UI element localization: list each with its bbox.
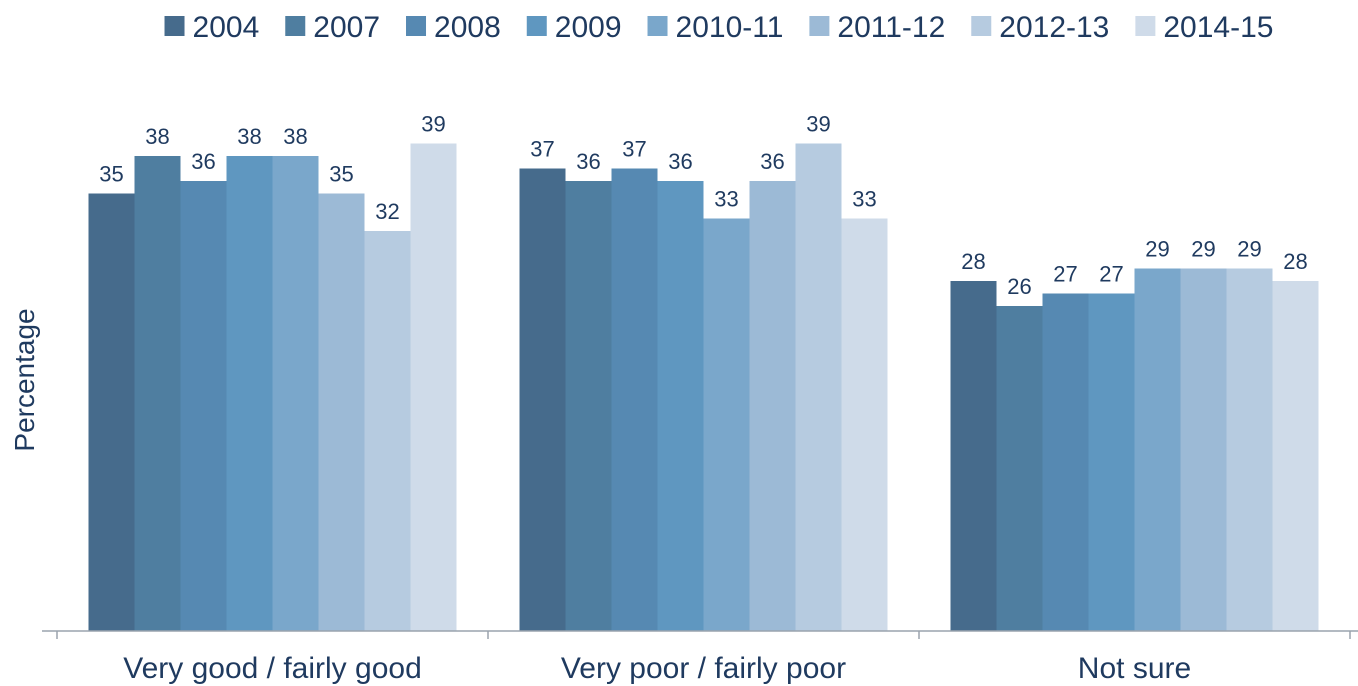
- bar-not-sure-2004: [950, 281, 997, 631]
- value-label-very-poor-fairly-poor-2011-12: 36: [760, 149, 784, 174]
- legend: 2004 2007 2008 2009 2010-11 2011-12 2012-13 201…: [164, 11, 1273, 44]
- bar-very-good-fairly-good-2009: [226, 156, 273, 631]
- value-label-not-sure-2014-15: 28: [1283, 249, 1307, 274]
- legend-label-2007: 2007: [313, 11, 380, 44]
- bar-very-poor-fairly-poor-2012-13: [795, 143, 842, 631]
- value-label-not-sure-2010-11: 29: [1145, 237, 1169, 262]
- bar-very-good-fairly-good-2004: [88, 193, 135, 631]
- value-label-very-good-fairly-good-2014-15: 39: [421, 112, 445, 137]
- value-label-very-good-fairly-good-2004: 35: [99, 162, 123, 187]
- value-label-very-poor-fairly-poor-2010-11: 33: [714, 187, 738, 212]
- bar-not-sure-2014-15: [1272, 281, 1319, 631]
- legend-label-2011-12: 2011-12: [837, 11, 945, 44]
- legend-swatch-2009: [526, 16, 547, 36]
- bar-not-sure-2009: [1088, 293, 1135, 631]
- value-label-very-poor-fairly-poor-2009: 36: [668, 149, 692, 174]
- value-label-very-good-fairly-good-2008: 36: [191, 149, 215, 174]
- legend-label-2004: 2004: [193, 11, 260, 44]
- bar-not-sure-2011-12: [1180, 268, 1227, 631]
- value-label-very-good-fairly-good-2011-12: 35: [329, 162, 353, 187]
- bar-very-poor-fairly-poor-2008: [611, 168, 658, 631]
- y-axis-title: Percentage: [9, 308, 40, 451]
- legend-label-2014-15: 2014-15: [1163, 11, 1273, 44]
- value-label-very-good-fairly-good-2010-11: 38: [283, 124, 307, 149]
- bar-very-poor-fairly-poor-2009: [657, 181, 704, 631]
- legend-swatch-2008: [406, 16, 427, 36]
- value-label-very-good-fairly-good-2009: 38: [237, 124, 261, 149]
- legend-label-2010-11: 2010-11: [676, 11, 784, 44]
- bar-very-good-fairly-good-2012-13: [364, 231, 411, 631]
- bar-very-good-fairly-good-2010-11: [272, 156, 319, 631]
- value-label-very-good-fairly-good-2012-13: 32: [375, 199, 399, 224]
- value-label-very-poor-fairly-poor-2007: 36: [576, 149, 600, 174]
- legend-swatch-2004: [164, 16, 185, 36]
- legend-label-2009: 2009: [555, 11, 622, 44]
- legend-label-2008: 2008: [434, 11, 501, 44]
- value-label-not-sure-2004: 28: [961, 249, 985, 274]
- value-label-very-good-fairly-good-2007: 38: [145, 124, 169, 149]
- bar-not-sure-2012-13: [1226, 268, 1273, 631]
- value-label-not-sure-2011-12: 29: [1191, 237, 1215, 262]
- bar-very-good-fairly-good-2014-15: [410, 143, 457, 631]
- bar-very-good-fairly-good-2008: [180, 181, 227, 631]
- bar-very-good-fairly-good-2007: [134, 156, 181, 631]
- bar-very-good-fairly-good-2011-12: [318, 193, 365, 631]
- value-labels-group: 35 38 36 38 38 35 32 39 37 36 37 36 33 36 39 33 28 26 27 27…: [99, 112, 1307, 300]
- legend-swatch-2007: [285, 16, 306, 36]
- legend-label-2012-13: 2012-13: [999, 11, 1109, 44]
- bar-very-poor-fairly-poor-2007: [565, 181, 612, 631]
- value-label-very-poor-fairly-poor-2012-13: 39: [806, 112, 830, 137]
- bar-very-poor-fairly-poor-2010-11: [703, 218, 750, 631]
- value-label-very-poor-fairly-poor-2008: 37: [622, 137, 646, 162]
- x-axis: [42, 630, 1358, 639]
- bar-not-sure-2008: [1042, 293, 1089, 631]
- legend-swatch-2011-12: [809, 16, 830, 36]
- bar-not-sure-2010-11: [1134, 268, 1181, 631]
- value-label-not-sure-2008: 27: [1053, 262, 1077, 287]
- bar-very-poor-fairly-poor-2011-12: [749, 181, 796, 631]
- legend-swatch-2012-13: [971, 16, 992, 36]
- value-label-not-sure-2009: 27: [1099, 262, 1123, 287]
- category-labels-group: Very good / fairly good Very poor / fairl…: [123, 652, 1191, 685]
- value-label-very-poor-fairly-poor-2004: 37: [530, 137, 554, 162]
- value-label-not-sure-2012-13: 29: [1237, 237, 1261, 262]
- category-label-not-sure: Not sure: [1078, 652, 1191, 685]
- value-label-very-poor-fairly-poor-2014-15: 33: [852, 187, 876, 212]
- legend-swatch-2014-15: [1135, 16, 1156, 36]
- category-label-very-poor-fairly-poor: Very poor / fairly poor: [561, 652, 846, 685]
- bar-very-poor-fairly-poor-2004: [519, 168, 566, 631]
- value-label-not-sure-2007: 26: [1007, 274, 1031, 299]
- bars-group: [88, 143, 1319, 631]
- category-label-very-good-fairly-good: Very good / fairly good: [123, 652, 422, 685]
- legend-swatch-2010-11: [647, 16, 668, 36]
- bar-not-sure-2007: [996, 306, 1043, 631]
- bar-very-poor-fairly-poor-2014-15: [841, 218, 888, 631]
